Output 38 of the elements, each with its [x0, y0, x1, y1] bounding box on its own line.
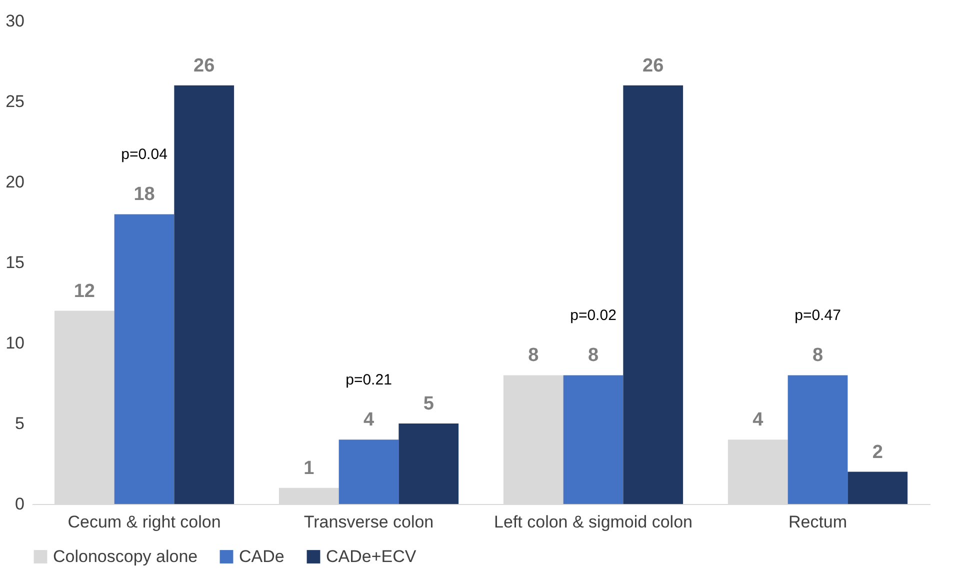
y-tick-label: 5: [15, 414, 24, 433]
data-label: 5: [423, 394, 434, 414]
bar: [623, 85, 684, 504]
data-label: 4: [363, 410, 374, 431]
y-tick-label: 10: [6, 334, 24, 352]
y-tick-label: 15: [6, 253, 24, 272]
x-tick-label: Left colon & sigmoid colon: [494, 512, 692, 532]
x-tick-label: Transverse colon: [304, 512, 434, 532]
data-label: 26: [194, 55, 215, 76]
annotation: p=0.21: [346, 372, 392, 389]
data-label: 8: [812, 345, 824, 366]
bar: [398, 424, 459, 504]
annotation: p=0.02: [570, 307, 616, 324]
data-label: 18: [134, 184, 155, 206]
bar: [174, 85, 234, 504]
data-label: 26: [642, 55, 664, 76]
bar: [848, 472, 908, 504]
data-label: 12: [74, 280, 95, 302]
annotation: p=0.47: [794, 307, 841, 324]
x-tick-label: Cecum & right colon: [68, 512, 221, 532]
legend-label: CADe: [239, 546, 284, 566]
x-tick-label: Rectum: [788, 512, 848, 532]
bar: [114, 214, 174, 504]
bar: [788, 375, 848, 504]
bar: [563, 375, 624, 504]
y-tick-label: 0: [15, 494, 24, 514]
legend-label: Colonoscopy alone: [53, 546, 198, 566]
data-label: 2: [872, 442, 883, 463]
y-tick-label: 30: [6, 12, 24, 30]
bar: [338, 440, 399, 504]
data-label: 8: [588, 345, 599, 366]
data-label: 1: [304, 458, 315, 479]
data-label: 4: [752, 410, 764, 431]
data-label: 8: [528, 345, 539, 366]
y-tick-label: 25: [6, 92, 24, 111]
annotation: p=0.04: [121, 146, 168, 164]
y-tick-label: 20: [6, 172, 24, 192]
legend-label: CADe+ECV: [326, 546, 417, 566]
